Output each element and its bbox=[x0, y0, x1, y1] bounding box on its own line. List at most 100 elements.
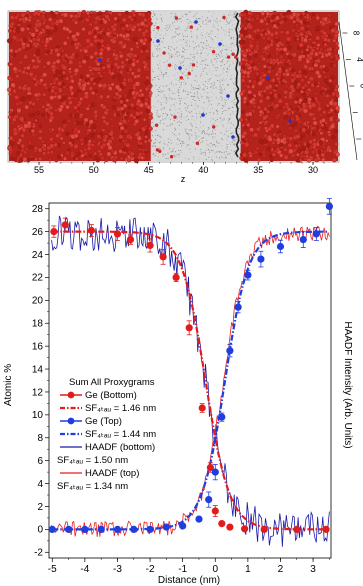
matrix-atom bbox=[216, 60, 218, 62]
matrix-atom bbox=[150, 77, 152, 79]
haadf-trace bbox=[51, 215, 330, 547]
matrix-atom bbox=[176, 20, 178, 22]
matrix-atom bbox=[163, 94, 165, 96]
matrix-atom bbox=[185, 103, 187, 105]
matrix-atom bbox=[160, 14, 162, 16]
matrix-atom bbox=[161, 40, 163, 42]
matrix-atom bbox=[224, 109, 226, 112]
y-tick-label: 26 bbox=[32, 227, 44, 238]
ge-atom bbox=[111, 74, 116, 79]
matrix-atom bbox=[207, 92, 209, 94]
matrix-atom bbox=[222, 110, 224, 113]
matrix-atom bbox=[187, 25, 189, 27]
matrix-atom bbox=[188, 129, 190, 131]
ge-atom bbox=[49, 48, 54, 53]
ge-atom bbox=[243, 51, 247, 55]
matrix-atom bbox=[232, 24, 234, 26]
ge-atom bbox=[189, 25, 193, 29]
ge-atom bbox=[323, 75, 328, 79]
matrix-atom bbox=[178, 91, 180, 93]
matrix-atom bbox=[221, 79, 223, 81]
ge-atom bbox=[333, 129, 339, 134]
ge-atom bbox=[255, 16, 260, 21]
ge-atom bbox=[305, 26, 309, 31]
ge-atom bbox=[28, 72, 34, 77]
matrix-atom bbox=[155, 37, 157, 39]
matrix-atom bbox=[184, 41, 186, 43]
top-y-axis-line bbox=[338, 21, 358, 161]
ge-atom bbox=[124, 139, 128, 144]
matrix-atom bbox=[181, 55, 183, 57]
ge-atom bbox=[258, 113, 263, 118]
ge-atom bbox=[49, 137, 54, 142]
matrix-atom bbox=[212, 53, 214, 56]
matrix-atom bbox=[225, 109, 227, 111]
matrix-atom bbox=[230, 50, 233, 52]
matrix-atom bbox=[215, 87, 217, 89]
matrix-atom bbox=[220, 52, 223, 54]
ge-atom bbox=[258, 109, 264, 114]
matrix-atom bbox=[201, 137, 203, 139]
matrix-atom bbox=[200, 116, 202, 119]
ge-atom bbox=[104, 158, 108, 163]
matrix-atom bbox=[211, 133, 213, 135]
ge-atom bbox=[116, 107, 121, 112]
matrix-atom bbox=[222, 156, 224, 158]
matrix-atom bbox=[228, 28, 230, 30]
dopant-atom bbox=[178, 66, 182, 70]
ge-atom bbox=[25, 42, 31, 48]
ge-atom bbox=[277, 130, 282, 134]
ge-atom bbox=[97, 71, 101, 75]
matrix-atom bbox=[208, 65, 210, 67]
matrix-atom bbox=[165, 85, 167, 87]
ge-atom bbox=[85, 44, 91, 50]
ge-atom bbox=[239, 156, 244, 160]
matrix-atom bbox=[215, 151, 217, 153]
ge-atom bbox=[91, 123, 97, 129]
matrix-atom bbox=[177, 138, 179, 140]
matrix-atom bbox=[238, 24, 240, 26]
matrix-atom bbox=[171, 131, 173, 134]
matrix-atom bbox=[233, 83, 235, 85]
ge-atom bbox=[305, 59, 310, 64]
matrix-atom bbox=[209, 49, 211, 51]
ge-atom bbox=[242, 152, 247, 158]
matrix-atom bbox=[212, 150, 214, 152]
ge-atom bbox=[320, 123, 325, 127]
ge-atom bbox=[103, 19, 108, 25]
interface-edge bbox=[234, 12, 240, 158]
matrix-atom bbox=[218, 157, 221, 159]
matrix-atom bbox=[201, 41, 203, 43]
ge-atom bbox=[323, 87, 328, 92]
data-point bbox=[322, 525, 330, 534]
matrix-atom bbox=[215, 53, 217, 55]
matrix-atom bbox=[172, 98, 174, 100]
ge-atom bbox=[257, 80, 263, 86]
ge-atom bbox=[328, 149, 332, 153]
ge-atom bbox=[70, 41, 75, 46]
matrix-atom bbox=[175, 83, 177, 86]
ge-atom bbox=[275, 51, 279, 56]
matrix-atom bbox=[216, 112, 219, 114]
x-axis-label: Distance (nm) bbox=[158, 575, 220, 586]
matrix-atom bbox=[184, 49, 186, 51]
matrix-atom bbox=[190, 128, 192, 130]
ge-atom bbox=[25, 71, 29, 76]
matrix-atom bbox=[201, 19, 203, 21]
ge-atom bbox=[296, 158, 301, 163]
ge-atom bbox=[317, 150, 322, 154]
matrix-atom bbox=[187, 133, 189, 135]
matrix-atom bbox=[209, 143, 211, 145]
matrix-atom bbox=[206, 97, 208, 99]
matrix-atom bbox=[168, 89, 171, 91]
matrix-atom bbox=[215, 156, 217, 158]
ge-atom bbox=[260, 71, 265, 76]
matrix-atom bbox=[160, 18, 162, 20]
matrix-atom bbox=[192, 67, 194, 69]
ge-atom bbox=[246, 84, 251, 89]
matrix-atom bbox=[210, 86, 212, 88]
data-point bbox=[241, 525, 249, 533]
ge-atom bbox=[299, 25, 305, 31]
ge-atom bbox=[8, 135, 14, 141]
matrix-atom bbox=[190, 125, 192, 127]
